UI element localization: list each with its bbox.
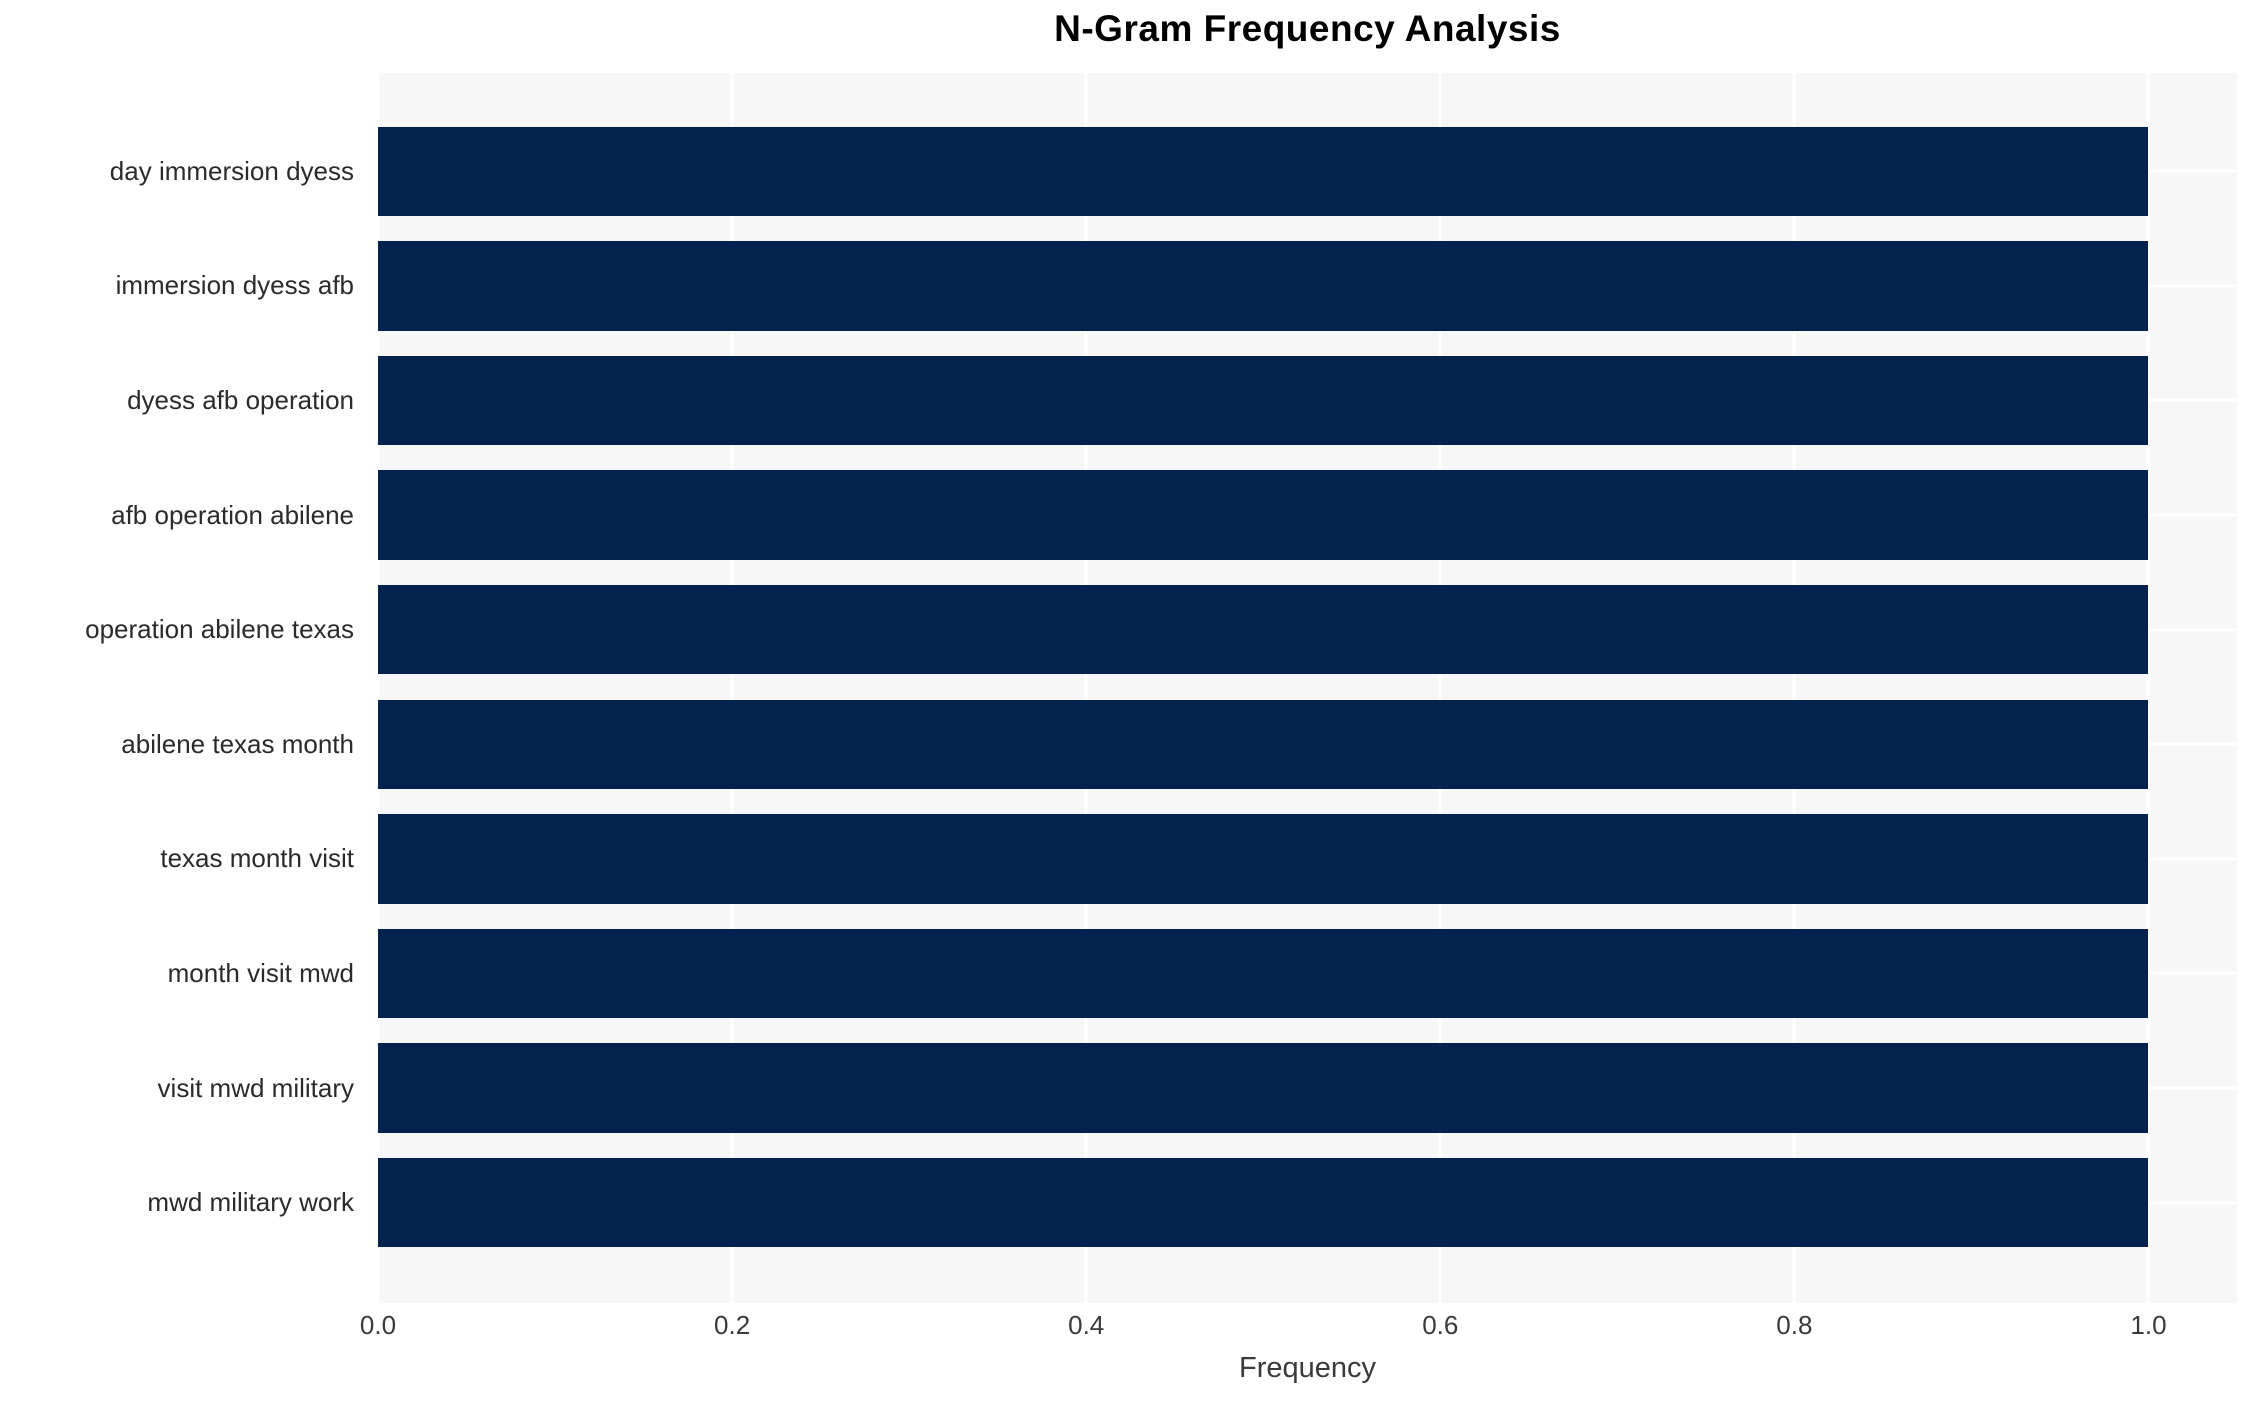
bar-row [378,343,2237,458]
y-label-row: immersion dyess afb [0,229,366,344]
bar [378,928,2149,1019]
bar-row [378,572,2237,687]
gridline-vertical [730,73,734,1303]
y-label-row: dyess afb operation [0,343,366,458]
y-label-row: day immersion dyess [0,114,366,229]
x-axis-tick-label: 0.8 [1776,1310,1813,1340]
bar [378,814,2149,904]
gridline-vertical [2146,73,2150,1303]
y-label-row: operation abilene texas [0,572,366,687]
y-axis-labels: day immersion dyess immersion dyess afb dy… [0,73,366,1303]
x-axis-tick-label: 1.0 [2130,1310,2167,1340]
bar [378,126,2149,216]
y-axis-label: afb operation abilene [111,499,354,530]
gridline-vertical [1792,73,1796,1303]
bar [378,470,2149,560]
y-axis-label: immersion dyess afb [115,270,354,301]
bar-row [378,916,2237,1031]
y-label-row: texas month visit [0,802,366,917]
y-axis-label: dyess afb operation [127,384,354,415]
y-axis-label: texas month visit [160,843,354,874]
y-label-row: abilene texas month [0,687,366,802]
bar-rows [378,73,2237,1303]
y-axis-label: month visit mwd [167,957,354,988]
y-label-row: afb operation abilene [0,458,366,573]
x-axis-tick-label: 0.0 [359,1310,397,1340]
x-axis-tick-label: 0.2 [714,1310,751,1340]
y-axis-label: day immersion dyess [109,155,354,186]
y-axis-label: abilene texas month [121,728,354,759]
y-label-row: month visit mwd [0,916,366,1031]
chart-title: N-Gram Frequency Analysis [1054,8,1561,49]
y-label-row: mwd military work [0,1145,366,1260]
plot-area [376,73,2237,1303]
bar-row [378,1031,2237,1146]
y-axis-label: operation abilene texas [85,614,354,645]
x-axis-title: Frequency [1238,1352,1376,1384]
bar-row [378,1145,2237,1260]
gridline-vertical [376,73,380,1303]
bar-row [378,802,2237,917]
bar-row [378,114,2237,229]
y-axis-label: mwd military work [147,1187,354,1218]
gridline-vertical [1084,73,1088,1303]
gridline-vertical [1438,73,1442,1303]
bar [378,699,2149,789]
x-axis-ticks: 0.0 0.2 0.4 0.6 0.8 1.0 [360,1310,2237,1348]
bar [378,355,2149,446]
bar [378,584,2149,675]
x-axis-tick-label: 0.6 [1422,1310,1459,1340]
bar [378,241,2149,331]
bar-row [378,458,2237,573]
bar [378,1157,2149,1248]
bar-row [378,229,2237,344]
bar [378,1043,2149,1133]
bar-row [378,687,2237,802]
y-axis-label: visit mwd military [157,1072,354,1103]
y-label-row: visit mwd military [0,1031,366,1146]
x-axis-tick-label: 0.4 [1068,1310,1105,1340]
